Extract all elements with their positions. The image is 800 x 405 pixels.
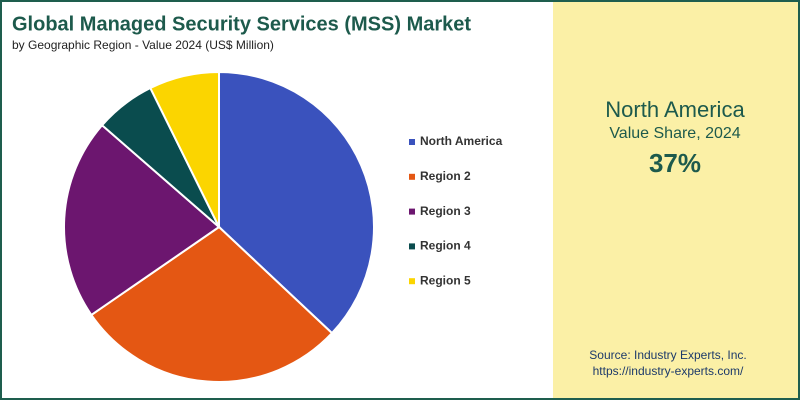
pie-slice bbox=[63, 123, 221, 317]
highlight-value: 37% bbox=[649, 148, 701, 178]
legend-label: Region 3 bbox=[420, 204, 471, 218]
legend-swatch bbox=[409, 243, 415, 250]
pie-slice bbox=[89, 225, 334, 383]
info-panel bbox=[553, 2, 798, 398]
legend-label: Region 5 bbox=[420, 273, 471, 287]
pie-slice bbox=[149, 70, 220, 228]
legend-label: Region 2 bbox=[420, 169, 471, 183]
legend-label: Region 4 bbox=[420, 239, 471, 253]
legend-swatch bbox=[409, 139, 415, 145]
chart-title: Global Managed Security Services (MSS) M… bbox=[12, 13, 471, 35]
legend-swatch bbox=[409, 173, 415, 180]
legend-swatch bbox=[409, 208, 415, 215]
chart-subtitle: by Geographic Region - Value 2024 (US$ M… bbox=[12, 38, 274, 52]
legend-label: North America bbox=[420, 134, 503, 148]
highlight-name: North America bbox=[605, 97, 745, 122]
pie-slice bbox=[218, 70, 375, 335]
legend-swatch bbox=[409, 278, 415, 285]
source: Source: Industry Experts, Inc. bbox=[589, 348, 746, 362]
highlight-label: Value Share, 2024 bbox=[609, 125, 740, 142]
source-url[interactable]: https://industry-experts.com/ bbox=[593, 364, 744, 378]
